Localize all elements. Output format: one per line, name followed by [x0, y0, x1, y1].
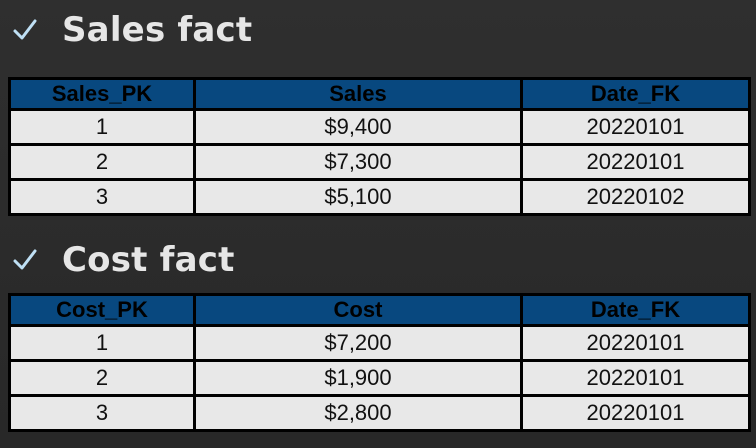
- table-cell: $7,300: [193, 143, 523, 181]
- table-row: 3 $5,100 20220102: [8, 178, 751, 216]
- table-cell: 20220101: [520, 108, 751, 146]
- sales-fact-table: Sales_PK Sales Date_FK 1 $9,400 20220101…: [8, 77, 751, 216]
- table-row: 1 $9,400 20220101: [8, 108, 751, 146]
- table-cell: $1,900: [193, 359, 523, 397]
- cost-fact-heading: Cost fact: [12, 238, 235, 282]
- table-cell: 20220101: [520, 359, 751, 397]
- table-row: 1 $7,200 20220101: [8, 324, 751, 362]
- column-header: Sales_PK: [8, 77, 196, 111]
- table-cell: 3: [8, 394, 196, 432]
- table-cell: 2: [8, 143, 196, 181]
- column-header: Date_FK: [520, 293, 751, 327]
- table-cell: $9,400: [193, 108, 523, 146]
- table-header-row: Sales_PK Sales Date_FK: [8, 77, 751, 111]
- table-row: 3 $2,800 20220101: [8, 394, 751, 432]
- table-cell: $7,200: [193, 324, 523, 362]
- table-cell: 1: [8, 324, 196, 362]
- table-cell: 1: [8, 108, 196, 146]
- check-mark-icon: [12, 17, 38, 43]
- column-header: Sales: [193, 77, 523, 111]
- table-cell: 20220101: [520, 394, 751, 432]
- table-cell: 3: [8, 178, 196, 216]
- table-cell: $2,800: [193, 394, 523, 432]
- cost-fact-table: Cost_PK Cost Date_FK 1 $7,200 20220101 2…: [8, 293, 751, 432]
- table-cell: 20220102: [520, 178, 751, 216]
- sales-fact-heading: Sales fact: [12, 8, 252, 52]
- column-header: Cost: [193, 293, 523, 327]
- section-title: Cost fact: [62, 240, 235, 280]
- table-row: 2 $7,300 20220101: [8, 143, 751, 181]
- column-header: Date_FK: [520, 77, 751, 111]
- table-cell: $5,100: [193, 178, 523, 216]
- table-cell: 2: [8, 359, 196, 397]
- table-row: 2 $1,900 20220101: [8, 359, 751, 397]
- table-cell: 20220101: [520, 143, 751, 181]
- column-header: Cost_PK: [8, 293, 196, 327]
- table-header-row: Cost_PK Cost Date_FK: [8, 293, 751, 327]
- check-mark-icon: [12, 247, 38, 273]
- table-cell: 20220101: [520, 324, 751, 362]
- section-title: Sales fact: [62, 10, 253, 50]
